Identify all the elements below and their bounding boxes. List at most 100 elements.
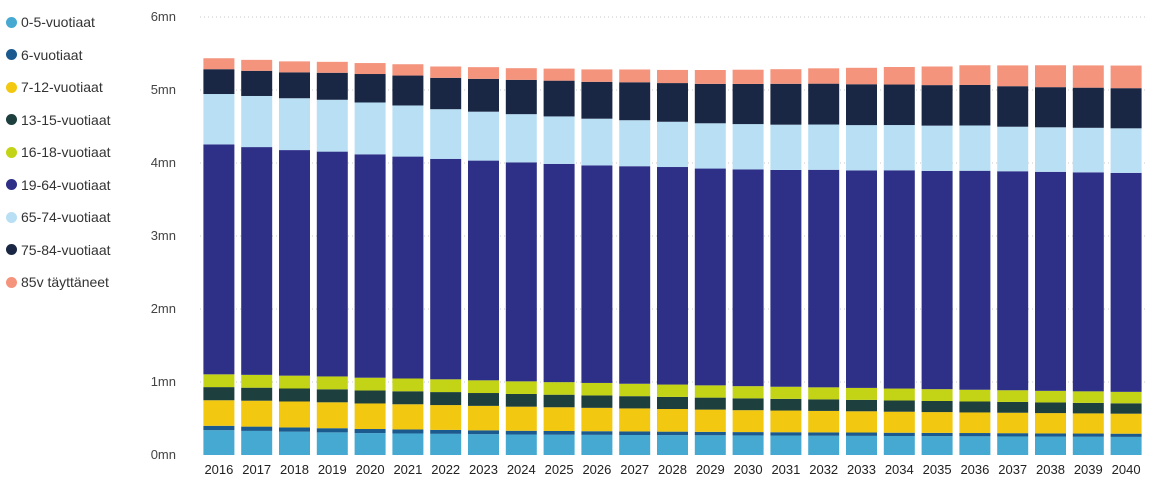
bar-segment[interactable] [392, 156, 424, 379]
bar-segment[interactable] [808, 83, 840, 125]
bar-segment[interactable] [581, 382, 613, 396]
bar-segment[interactable] [354, 74, 386, 103]
bar-segment[interactable] [808, 169, 840, 388]
bar-segment[interactable] [1072, 391, 1104, 403]
bar-segment[interactable] [1035, 402, 1066, 414]
bar-segment[interactable] [808, 435, 840, 455]
bar-segment[interactable] [543, 116, 575, 164]
bar-segment[interactable] [694, 397, 726, 410]
bar-segment[interactable] [203, 400, 235, 426]
bar-segment[interactable] [921, 170, 953, 390]
bar-segment[interactable] [959, 412, 991, 434]
bar-segment[interactable] [694, 123, 726, 169]
legend-item[interactable]: 7-12-vuotiaat [6, 71, 111, 104]
bar-segment[interactable] [732, 435, 764, 455]
legend-item[interactable]: 16-18-vuotiaat [6, 136, 111, 169]
bar-segment[interactable] [203, 374, 235, 388]
bar-segment[interactable] [543, 163, 575, 383]
bar-segment[interactable] [203, 144, 235, 375]
bar-segment[interactable] [997, 401, 1029, 413]
bar-segment[interactable] [203, 58, 235, 70]
bar-segment[interactable] [732, 83, 764, 125]
bar-segment[interactable] [392, 105, 424, 157]
bar-segment[interactable] [430, 405, 462, 430]
bar-segment[interactable] [1035, 65, 1066, 88]
bar-segment[interactable] [883, 436, 915, 455]
bar-segment[interactable] [619, 82, 651, 121]
bar-segment[interactable] [354, 377, 386, 391]
bar-segment[interactable] [505, 79, 537, 115]
bar-segment[interactable] [1035, 390, 1066, 403]
bar-segment[interactable] [921, 125, 953, 171]
bar-segment[interactable] [392, 429, 424, 434]
bar-segment[interactable] [1110, 88, 1142, 129]
bar-segment[interactable] [316, 402, 348, 429]
bar-segment[interactable] [732, 124, 764, 170]
bar-segment[interactable] [921, 412, 953, 433]
bar-segment[interactable] [846, 84, 877, 126]
bar-segment[interactable] [619, 396, 651, 409]
bar-segment[interactable] [543, 80, 575, 117]
bar-segment[interactable] [316, 72, 348, 100]
bar-segment[interactable] [1072, 413, 1104, 434]
bar-segment[interactable] [921, 389, 953, 401]
bar-segment[interactable] [505, 114, 537, 163]
bar-segment[interactable] [732, 398, 764, 411]
bar-segment[interactable] [505, 406, 537, 431]
bar-segment[interactable] [959, 433, 991, 437]
bar-segment[interactable] [1035, 127, 1066, 172]
bar-segment[interactable] [241, 95, 273, 148]
bar-segment[interactable] [808, 68, 840, 84]
bar-segment[interactable] [468, 67, 499, 79]
bar-segment[interactable] [354, 403, 386, 430]
bar-segment[interactable] [1110, 413, 1142, 434]
bar-segment[interactable] [279, 401, 310, 428]
bar-segment[interactable] [694, 409, 726, 432]
bar-segment[interactable] [392, 378, 424, 392]
legend-item[interactable]: 85v täyttäneet [6, 266, 111, 299]
bar-segment[interactable] [468, 160, 499, 381]
bar-segment[interactable] [505, 68, 537, 80]
bar-segment[interactable] [808, 432, 840, 436]
bar-segment[interactable] [657, 83, 688, 122]
bar-segment[interactable] [505, 434, 537, 455]
bar-segment[interactable] [1072, 127, 1104, 173]
bar-segment[interactable] [543, 394, 575, 408]
bar-segment[interactable] [354, 63, 386, 75]
bar-segment[interactable] [770, 169, 802, 387]
bar-segment[interactable] [430, 77, 462, 110]
bar-segment[interactable] [846, 387, 877, 400]
bar-segment[interactable] [883, 432, 915, 437]
bar-segment[interactable] [694, 435, 726, 455]
bar-segment[interactable] [657, 167, 688, 385]
bar-segment[interactable] [808, 399, 840, 411]
bar-segment[interactable] [732, 410, 764, 433]
bar-segment[interactable] [581, 165, 613, 383]
bar-segment[interactable] [694, 385, 726, 398]
bar-segment[interactable] [1035, 436, 1066, 455]
bar-segment[interactable] [1110, 172, 1142, 392]
bar-segment[interactable] [241, 387, 273, 401]
bar-segment[interactable] [770, 386, 802, 399]
bar-segment[interactable] [997, 412, 1029, 434]
bar-segment[interactable] [430, 429, 462, 434]
bar-segment[interactable] [316, 61, 348, 73]
bar-segment[interactable] [505, 430, 537, 435]
bar-segment[interactable] [921, 66, 953, 86]
bar-segment[interactable] [619, 431, 651, 435]
bar-segment[interactable] [392, 404, 424, 430]
bar-segment[interactable] [997, 65, 1029, 87]
bar-segment[interactable] [883, 411, 915, 433]
bar-segment[interactable] [997, 86, 1029, 127]
bar-segment[interactable] [1072, 65, 1104, 88]
legend-item[interactable]: 0-5-vuotiaat [6, 6, 111, 39]
bar-segment[interactable] [770, 410, 802, 433]
bar-segment[interactable] [770, 435, 802, 455]
bar-segment[interactable] [392, 391, 424, 405]
bar-segment[interactable] [581, 395, 613, 408]
bar-segment[interactable] [241, 426, 273, 431]
bar-segment[interactable] [392, 433, 424, 455]
bar-segment[interactable] [468, 434, 499, 455]
bar-segment[interactable] [581, 69, 613, 82]
bar-segment[interactable] [581, 431, 613, 435]
